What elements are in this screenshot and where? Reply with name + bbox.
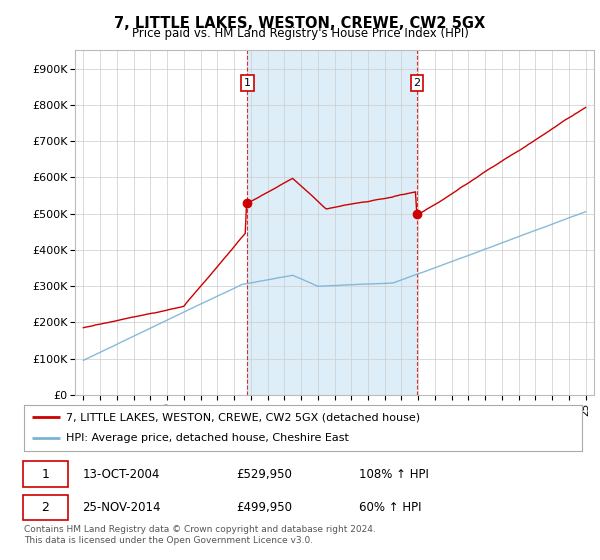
Text: 25-NOV-2014: 25-NOV-2014 [83, 501, 161, 514]
FancyBboxPatch shape [23, 461, 68, 487]
Text: £499,950: £499,950 [236, 501, 292, 514]
Text: HPI: Average price, detached house, Cheshire East: HPI: Average price, detached house, Ches… [66, 433, 349, 444]
Text: 60% ↑ HPI: 60% ↑ HPI [359, 501, 421, 514]
Text: This data is licensed under the Open Government Licence v3.0.: This data is licensed under the Open Gov… [24, 536, 313, 545]
Text: 13-OCT-2004: 13-OCT-2004 [83, 468, 160, 481]
Text: 2: 2 [41, 501, 49, 514]
Text: 1: 1 [244, 78, 251, 88]
Text: Contains HM Land Registry data © Crown copyright and database right 2024.: Contains HM Land Registry data © Crown c… [24, 525, 376, 534]
Text: £529,950: £529,950 [236, 468, 292, 481]
Bar [247, 50, 417, 395]
FancyBboxPatch shape [23, 494, 68, 520]
Text: 108% ↑ HPI: 108% ↑ HPI [359, 468, 428, 481]
Text: 2: 2 [413, 78, 421, 88]
Text: 1: 1 [41, 468, 49, 481]
Text: 7, LITTLE LAKES, WESTON, CREWE, CW2 5GX (detached house): 7, LITTLE LAKES, WESTON, CREWE, CW2 5GX … [66, 412, 420, 422]
Text: 7, LITTLE LAKES, WESTON, CREWE, CW2 5GX: 7, LITTLE LAKES, WESTON, CREWE, CW2 5GX [115, 16, 485, 31]
Text: Price paid vs. HM Land Registry's House Price Index (HPI): Price paid vs. HM Land Registry's House … [131, 27, 469, 40]
